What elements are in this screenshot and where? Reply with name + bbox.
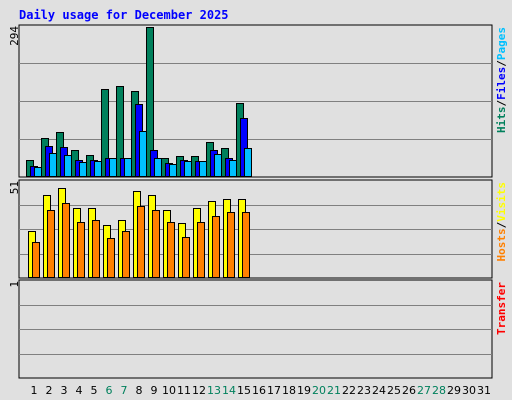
- x-tick-label-day-17: 17: [267, 384, 281, 397]
- bar-hosts-day-11: [182, 237, 190, 278]
- bar-pages-day-12: [199, 161, 207, 177]
- bar-hosts-day-12: [197, 222, 205, 278]
- side-label-part: Files: [495, 67, 508, 100]
- bar-pages-day-6: [109, 158, 117, 177]
- side-label-part: Hits: [495, 107, 508, 134]
- x-tick-label-day-8: 8: [136, 384, 143, 397]
- x-tick-label-day-20: 20: [312, 384, 326, 397]
- x-tick-label-day-14: 14: [222, 384, 236, 397]
- x-tick-label-day-24: 24: [372, 384, 386, 397]
- bar-series: [26, 27, 252, 278]
- x-tick-label-day-3: 3: [61, 384, 68, 397]
- bar-pages-day-4: [79, 162, 87, 177]
- y-axis-max-label: 1: [8, 281, 21, 288]
- x-tick-label-day-9: 9: [151, 384, 158, 397]
- x-tick-label-day-16: 16: [252, 384, 266, 397]
- x-tick-label-day-10: 10: [162, 384, 176, 397]
- x-tick-label-day-19: 19: [297, 384, 311, 397]
- bar-hosts-day-15: [242, 212, 250, 278]
- bar-pages-day-14: [229, 160, 237, 177]
- y-axis-labels: 294 51 1: [8, 26, 21, 288]
- bar-hosts-day-6: [107, 238, 115, 278]
- side-label-part: Pages: [495, 27, 508, 60]
- x-tick-label-day-11: 11: [177, 384, 191, 397]
- bar-pages-day-9: [154, 158, 162, 177]
- bar-hosts-day-13: [212, 216, 220, 278]
- x-tick-label-day-7: 7: [121, 384, 128, 397]
- bar-pages-day-1: [34, 167, 42, 177]
- x-tick-label-day-6: 6: [106, 384, 113, 397]
- x-tick-label-day-22: 22: [342, 384, 356, 397]
- x-tick-label-day-23: 23: [357, 384, 371, 397]
- bar-hosts-day-4: [77, 222, 85, 278]
- bar-hosts-day-5: [92, 220, 100, 278]
- side-label-part: /: [495, 221, 508, 228]
- chart-title: Daily usage for December 2025: [19, 8, 229, 22]
- x-tick-label-day-12: 12: [192, 384, 206, 397]
- side-label-transfer: Transfer: [495, 282, 508, 335]
- side-label-part: /: [495, 100, 508, 107]
- bar-hosts-day-10: [167, 222, 175, 278]
- y-axis-max-label: 294: [8, 26, 21, 46]
- x-tick-label-day-30: 30: [462, 384, 476, 397]
- x-tick-label-day-1: 1: [31, 384, 38, 397]
- bar-hosts-day-7: [122, 231, 130, 278]
- y-axis-max-label: 51: [8, 181, 21, 194]
- bar-pages-day-13: [214, 154, 222, 177]
- x-tick-label-day-5: 5: [91, 384, 98, 397]
- x-tick-label-day-2: 2: [46, 384, 53, 397]
- side-label-hits-files-pages: Hits/Files/Pages: [495, 27, 508, 133]
- bar-pages-day-5: [94, 161, 102, 177]
- bar-hosts-day-8: [137, 206, 145, 278]
- bar-pages-day-7: [124, 158, 132, 177]
- x-tick-label-day-13: 13: [207, 384, 221, 397]
- x-tick-label-day-26: 26: [402, 384, 416, 397]
- x-axis-day-labels: 1 2 3 4 5 6 7 8 9 10 11 12 13 14 15 16 17 18 19 20 21 22 23 24 2…: [31, 384, 492, 397]
- bar-pages-day-8: [139, 131, 147, 177]
- bar-pages-day-15: [244, 148, 252, 177]
- bar-pages-day-3: [64, 155, 72, 177]
- side-label-part: Transfer: [495, 282, 508, 335]
- bar-hosts-day-14: [227, 212, 235, 278]
- x-tick-label-day-31: 31: [477, 384, 491, 397]
- side-label-part: Visits: [495, 182, 508, 222]
- x-tick-label-day-18: 18: [282, 384, 296, 397]
- x-tick-label-day-25: 25: [387, 384, 401, 397]
- x-tick-label-day-28: 28: [432, 384, 446, 397]
- panel-frames: [18, 24, 493, 379]
- x-tick-label-day-15: 15: [237, 384, 251, 397]
- x-tick-label-day-4: 4: [76, 384, 83, 397]
- bar-hosts-day-1: [32, 242, 40, 278]
- x-tick-label-day-21: 21: [327, 384, 341, 397]
- side-label-visits-hosts: Hosts/Visits: [495, 182, 508, 262]
- side-label-part: Hosts: [495, 228, 508, 261]
- bar-hosts-day-3: [62, 203, 70, 278]
- bar-hosts-day-9: [152, 210, 160, 278]
- bar-pages-day-11: [184, 161, 192, 177]
- bar-pages-day-2: [49, 153, 57, 177]
- bar-pages-day-10: [169, 164, 177, 177]
- x-tick-label-day-29: 29: [447, 384, 461, 397]
- side-label-part: /: [495, 60, 508, 67]
- x-tick-label-day-27: 27: [417, 384, 431, 397]
- bar-hosts-day-2: [47, 210, 55, 278]
